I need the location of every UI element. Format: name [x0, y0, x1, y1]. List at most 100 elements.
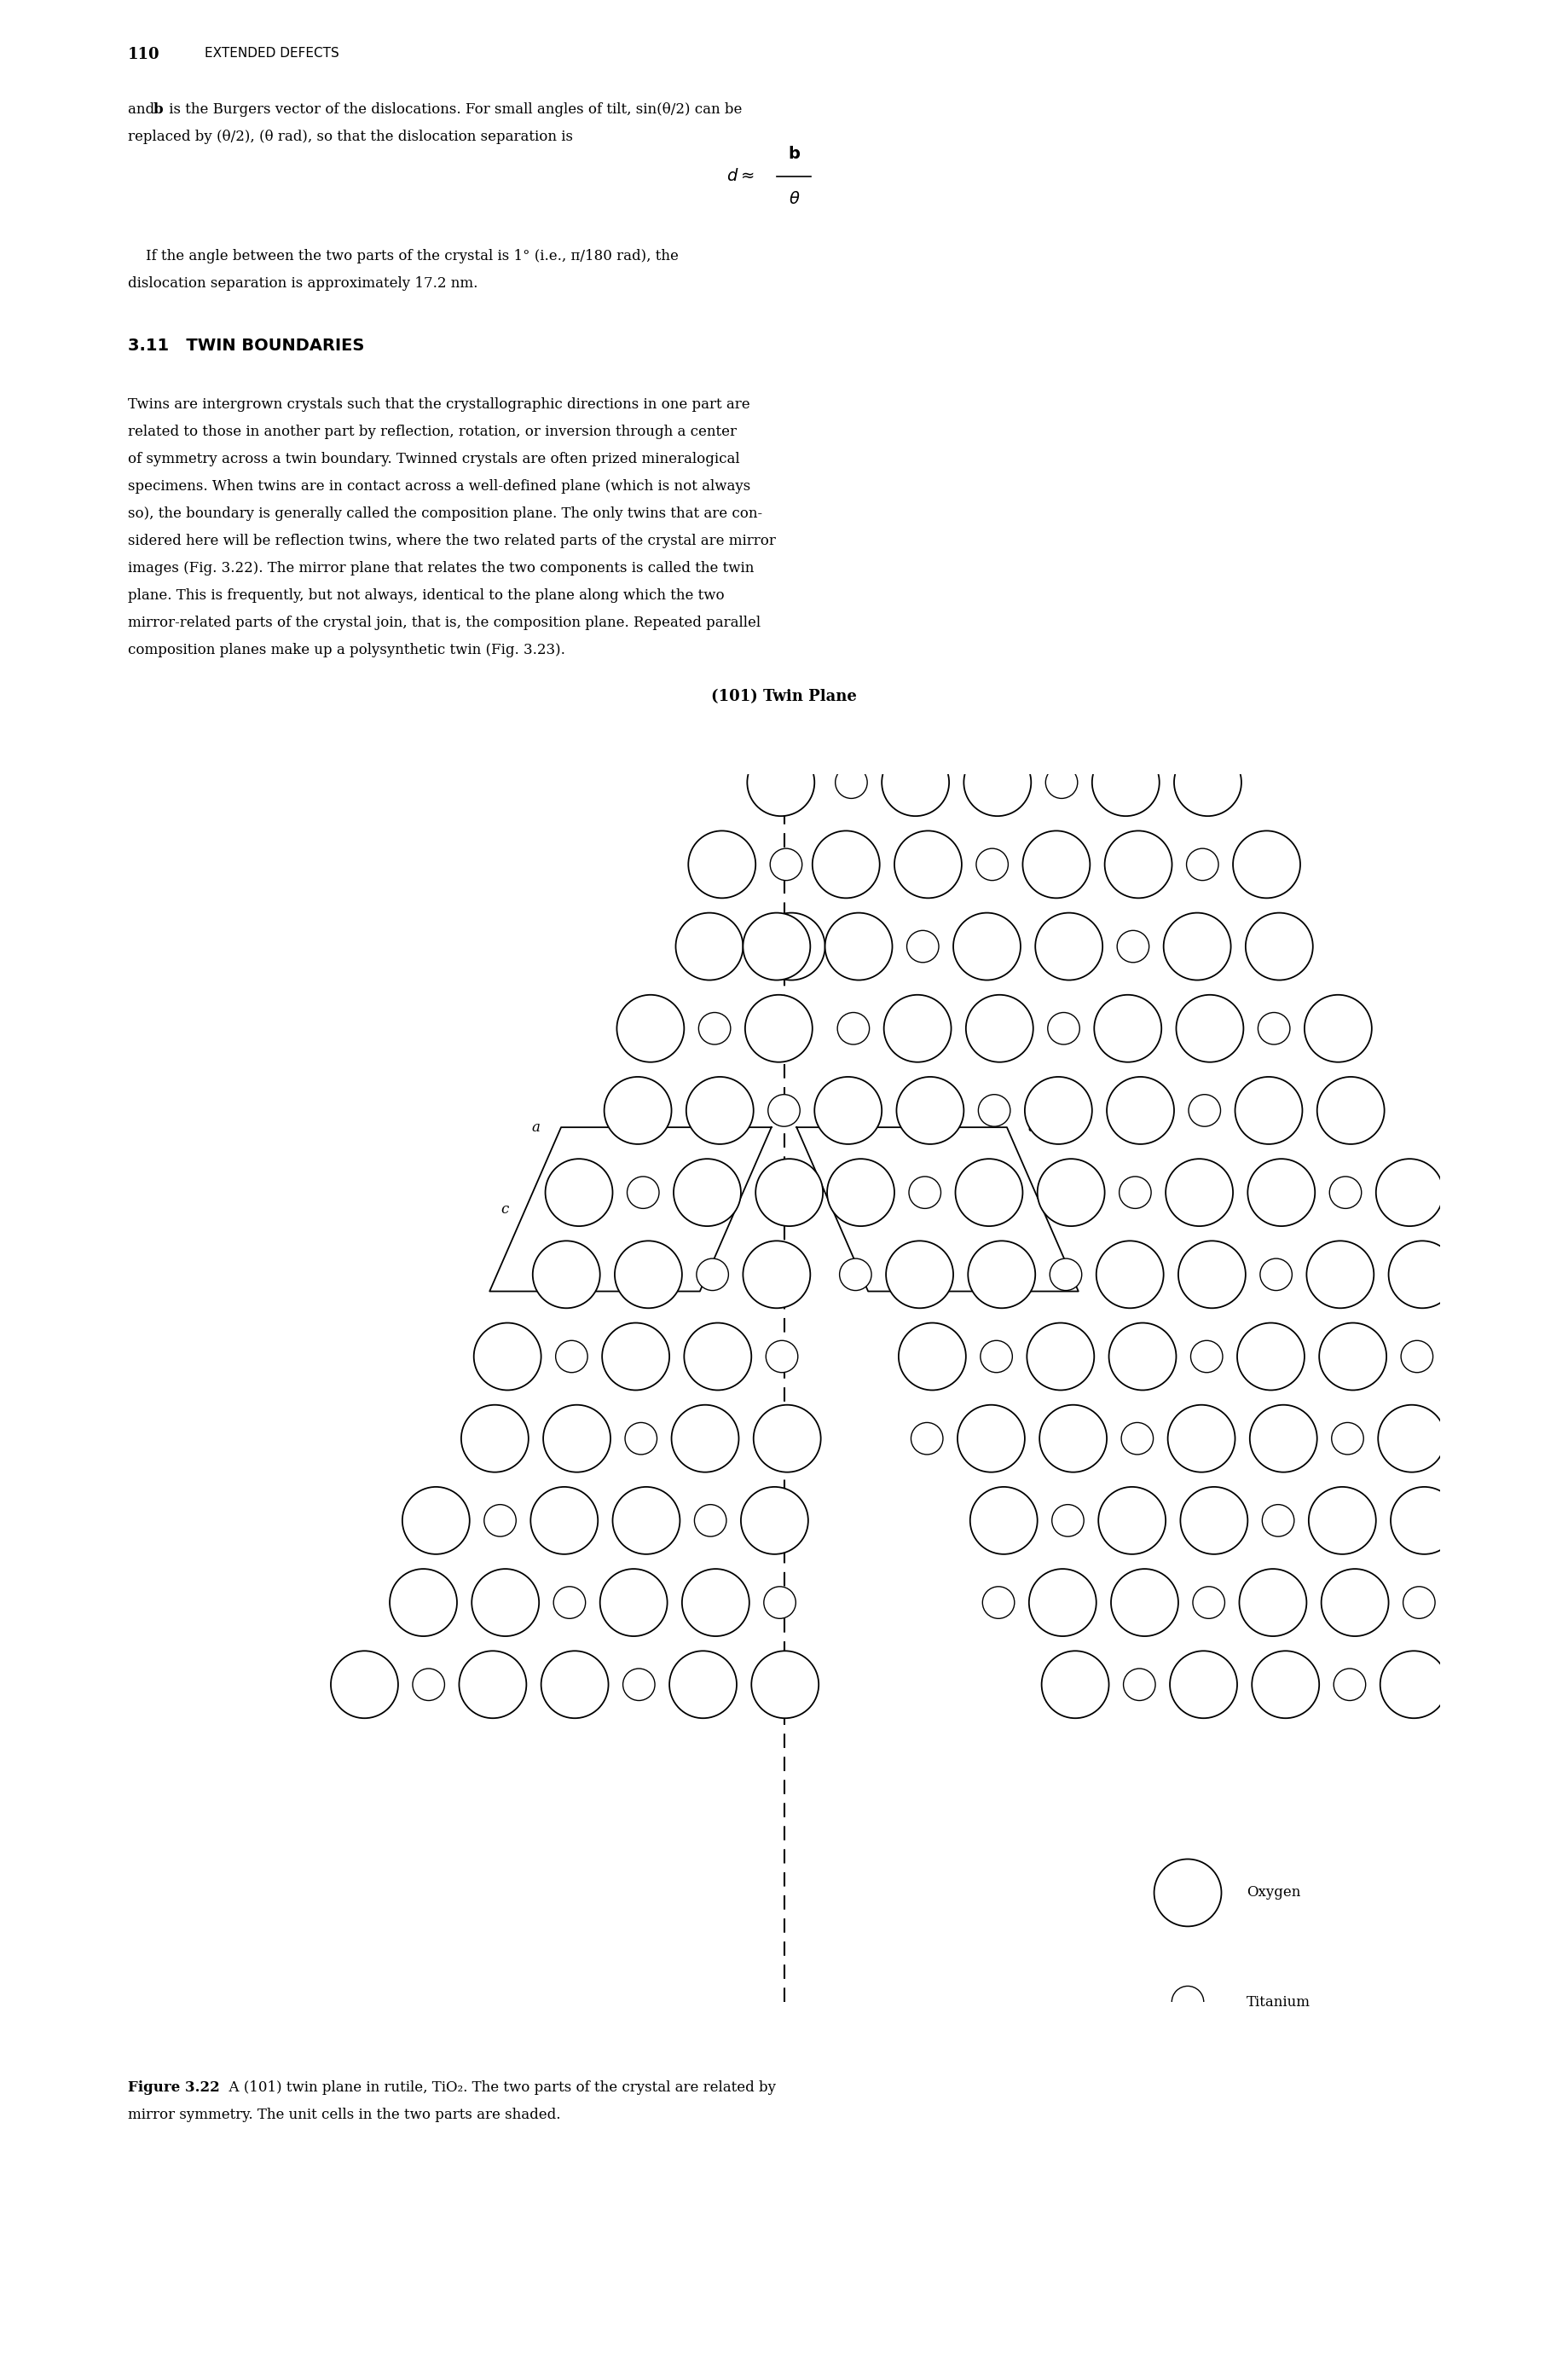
Circle shape [622, 1668, 655, 1701]
Circle shape [964, 748, 1032, 816]
Circle shape [1239, 1569, 1306, 1637]
Circle shape [983, 1588, 1014, 1618]
Text: images (Fig. 3.22). The mirror plane that relates the two components is called t: images (Fig. 3.22). The mirror plane tha… [129, 561, 754, 575]
Text: $d \approx$: $d \approx$ [726, 168, 754, 185]
Circle shape [616, 994, 684, 1062]
Text: $\mathbf{b}$: $\mathbf{b}$ [787, 147, 801, 161]
Circle shape [602, 1323, 670, 1391]
Circle shape [412, 1668, 445, 1701]
Circle shape [757, 913, 825, 980]
Circle shape [682, 1569, 750, 1637]
Circle shape [684, 1323, 751, 1391]
Circle shape [881, 748, 949, 816]
Circle shape [485, 1505, 516, 1536]
Circle shape [615, 1240, 682, 1308]
Circle shape [1051, 1259, 1082, 1289]
Text: is the Burgers vector of the dislocations. For small angles of tilt, sin(θ/2) ca: is the Burgers vector of the dislocation… [165, 102, 743, 116]
Circle shape [825, 913, 892, 980]
Circle shape [1330, 1176, 1361, 1209]
Circle shape [1098, 1486, 1165, 1554]
Circle shape [1380, 1651, 1447, 1718]
Circle shape [1046, 767, 1077, 797]
Circle shape [1334, 1668, 1366, 1701]
Circle shape [1165, 1159, 1232, 1226]
Circle shape [474, 1323, 541, 1391]
Circle shape [1170, 1651, 1237, 1718]
Text: 110: 110 [129, 47, 160, 62]
Circle shape [1171, 1985, 1204, 2018]
Circle shape [1262, 1505, 1294, 1536]
Circle shape [1181, 1486, 1248, 1554]
Circle shape [826, 1159, 894, 1226]
Circle shape [613, 1486, 681, 1554]
Circle shape [1163, 913, 1231, 980]
Circle shape [530, 1486, 597, 1554]
Circle shape [472, 1569, 539, 1637]
Circle shape [911, 1422, 942, 1455]
Circle shape [836, 767, 867, 797]
Circle shape [695, 1505, 726, 1536]
Text: a: a [532, 1119, 539, 1136]
Circle shape [1176, 994, 1243, 1062]
Circle shape [1378, 1405, 1446, 1472]
Circle shape [1236, 1077, 1303, 1145]
Circle shape [1094, 994, 1162, 1062]
Circle shape [837, 1013, 869, 1043]
Circle shape [1305, 994, 1372, 1062]
Circle shape [743, 913, 811, 980]
Circle shape [1400, 1342, 1433, 1372]
Circle shape [1027, 1323, 1094, 1391]
Circle shape [884, 994, 952, 1062]
Circle shape [1248, 1159, 1316, 1226]
Text: $\theta$: $\theta$ [789, 192, 800, 208]
Text: A (101) twin plane in rutile, TiO₂. The two parts of the crystal are related by: A (101) twin plane in rutile, TiO₂. The … [220, 2080, 776, 2094]
Circle shape [1052, 1505, 1083, 1536]
Text: so), the boundary is generally called the composition plane. The only twins that: so), the boundary is generally called th… [129, 506, 762, 521]
Circle shape [1029, 1569, 1096, 1637]
Circle shape [688, 830, 756, 899]
Circle shape [1109, 1323, 1176, 1391]
Text: (101) Twin Plane: (101) Twin Plane [712, 689, 856, 705]
Circle shape [1040, 1405, 1107, 1472]
Text: of symmetry across a twin boundary. Twinned crystals are often prized mineralogi: of symmetry across a twin boundary. Twin… [129, 452, 740, 466]
Text: specimens. When twins are in contact across a well-defined plane (which is not a: specimens. When twins are in contact acr… [129, 480, 751, 494]
Circle shape [1178, 1240, 1245, 1308]
Circle shape [1123, 1668, 1156, 1701]
Circle shape [541, 1651, 608, 1718]
Circle shape [765, 1342, 798, 1372]
Circle shape [743, 1240, 811, 1308]
Circle shape [390, 1569, 456, 1637]
Circle shape [1309, 1486, 1377, 1554]
Text: Oxygen: Oxygen [1247, 1886, 1301, 1900]
Circle shape [953, 913, 1021, 980]
Circle shape [1331, 1422, 1364, 1455]
Circle shape [967, 1240, 1035, 1308]
Circle shape [699, 1013, 731, 1043]
Text: c: c [500, 1202, 508, 1216]
Circle shape [886, 1240, 953, 1308]
Circle shape [1120, 1176, 1151, 1209]
Circle shape [674, 1159, 742, 1226]
Circle shape [670, 1651, 737, 1718]
Circle shape [331, 1651, 398, 1718]
Text: mirror-related parts of the crystal join, that is, the composition plane. Repeat: mirror-related parts of the crystal join… [129, 615, 760, 629]
Circle shape [897, 1077, 964, 1145]
Circle shape [1258, 1013, 1290, 1043]
Circle shape [1232, 830, 1300, 899]
Circle shape [671, 1405, 739, 1472]
Circle shape [751, 1651, 818, 1718]
Circle shape [626, 1422, 657, 1455]
Text: EXTENDED DEFECTS: EXTENDED DEFECTS [205, 47, 339, 59]
Circle shape [971, 1486, 1038, 1554]
Circle shape [676, 913, 743, 980]
Circle shape [601, 1569, 668, 1637]
Text: mirror symmetry. The unit cells in the two parts are shaded.: mirror symmetry. The unit cells in the t… [129, 2108, 561, 2122]
Circle shape [1154, 1860, 1221, 1926]
Circle shape [977, 849, 1008, 880]
Text: b: b [154, 102, 163, 116]
Circle shape [555, 1342, 588, 1372]
Text: Figure 3.22: Figure 3.22 [129, 2080, 220, 2094]
Text: Titanium: Titanium [1247, 1995, 1311, 2009]
Circle shape [687, 1077, 754, 1145]
Circle shape [894, 830, 961, 899]
